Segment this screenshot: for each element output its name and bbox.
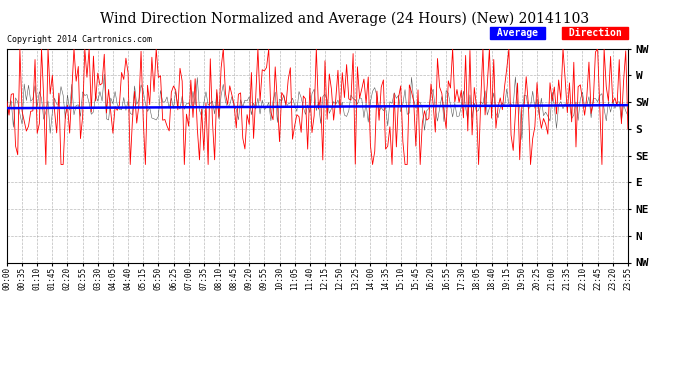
- Text: Wind Direction Normalized and Average (24 Hours) (New) 20141103: Wind Direction Normalized and Average (2…: [101, 11, 589, 26]
- Text: Copyright 2014 Cartronics.com: Copyright 2014 Cartronics.com: [7, 36, 152, 45]
- Text: Average: Average: [491, 28, 544, 38]
- Text: Direction: Direction: [562, 28, 627, 38]
